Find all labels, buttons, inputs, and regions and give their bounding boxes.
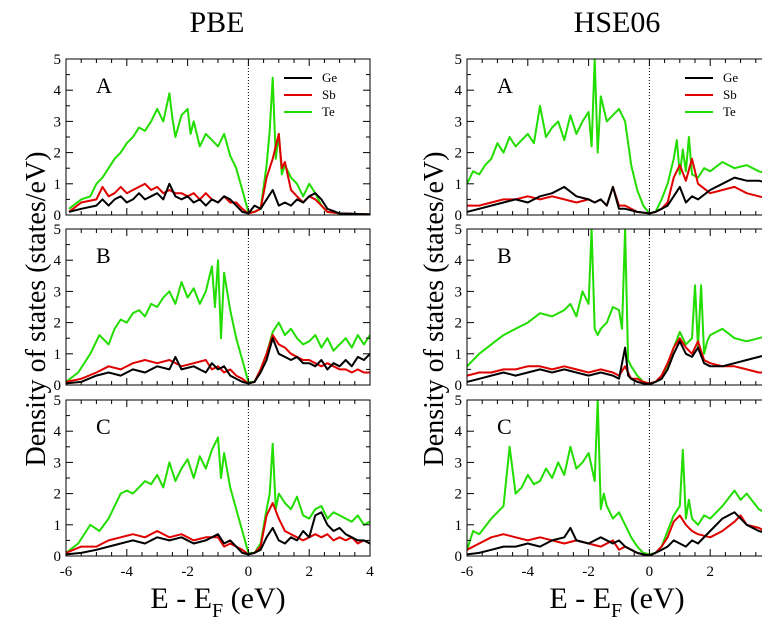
y-axis-label-right: Density of states (states/eV): [419, 152, 450, 467]
y-tick-label: 4: [455, 253, 463, 269]
x-tick-label: 2: [305, 564, 313, 580]
legend: Ge Sb Te: [685, 70, 738, 119]
title-pbe: PBE: [189, 6, 244, 39]
panel-hse06-b: 0 1 2 3 4 5 B: [455, 222, 762, 394]
y-tick-label: 2: [54, 487, 62, 503]
x-tick-label: -6: [60, 564, 73, 580]
panel-letter: C: [497, 414, 512, 439]
panel-letter: C: [96, 414, 111, 439]
series-ge-line: [66, 511, 370, 556]
legend: Ge Sb Te: [284, 70, 337, 119]
y-tick-label: 1: [54, 177, 62, 193]
y-tick-label: 1: [455, 518, 463, 534]
y-tick-label: 2: [54, 146, 62, 162]
x-tick-label: -2: [181, 564, 194, 580]
series-te-line: [467, 229, 762, 385]
y-tick-label: 1: [54, 518, 62, 534]
panel-letter: B: [497, 243, 512, 268]
panel-letter: A: [497, 73, 513, 98]
series-sb-line: [467, 514, 762, 556]
series-ge-line: [467, 340, 762, 385]
x-axis-label-left: E - EF (eV): [150, 582, 285, 622]
x-tick-label: 4: [366, 564, 374, 580]
y-tick-label: 0: [54, 208, 62, 224]
y-tick-label: 4: [455, 424, 463, 440]
x-tick-label: -2: [582, 564, 595, 580]
y-tick-label: 3: [455, 284, 463, 300]
series-sb-line: [467, 157, 762, 215]
legend-label-te: Te: [322, 104, 335, 119]
plot-frame: [65, 228, 371, 386]
legend-label-sb: Sb: [322, 87, 336, 102]
legend-label-sb: Sb: [723, 87, 737, 102]
y-tick-label: 0: [455, 208, 463, 224]
y-tick-label: 2: [455, 487, 463, 503]
y-tick-label: 1: [54, 347, 62, 363]
y-tick-label: 5: [455, 222, 463, 238]
legend-label-ge: Ge: [723, 70, 738, 85]
series-ge-line: [467, 176, 762, 215]
y-tick-label: 5: [54, 52, 62, 68]
y-axis-label-left: Density of states (states/eV): [21, 152, 52, 467]
y-tick-label: 3: [455, 455, 463, 471]
panel-hse06-a: 0 1 2 3 4 5 A Ge Sb Te: [455, 52, 762, 224]
x-tick-label: 0: [646, 564, 654, 580]
y-tick-label: 2: [54, 316, 62, 332]
plot-frame: [65, 399, 371, 557]
series-sb-line: [66, 502, 370, 556]
y-tick-label: 3: [54, 284, 62, 300]
y-tick-label: 0: [54, 378, 62, 394]
title-hse06: HSE06: [574, 6, 661, 39]
y-tick-label: 4: [54, 424, 62, 440]
series-sb-line: [467, 337, 762, 385]
y-tick-label: 5: [54, 222, 62, 238]
y-tick-label: 4: [54, 253, 62, 269]
y-tick-label: 5: [54, 393, 62, 409]
panel-pbe-c: 0 1 2 3 4 5 -6 -4 -2 0 2 4 C: [54, 393, 375, 580]
legend-label-ge: Ge: [322, 70, 337, 85]
y-tick-label: 2: [455, 146, 463, 162]
legend-label-te: Te: [723, 104, 736, 119]
panel-pbe-b: 0 1 2 3 4 5 B: [54, 222, 371, 394]
y-tick-label: 0: [455, 378, 463, 394]
x-axis-label-right: E - EF (eV): [549, 582, 684, 622]
y-tick-label: 5: [455, 52, 463, 68]
series-ge-line: [66, 337, 370, 385]
x-tick-label: -4: [121, 564, 134, 580]
series-te-line: [66, 436, 370, 554]
y-tick-label: 5: [455, 393, 463, 409]
y-tick-label: 4: [54, 83, 62, 99]
x-tick-label: -4: [522, 564, 535, 580]
panel-pbe-a: 0 1 2 3 4 5 A Ge Sb Te: [54, 52, 371, 224]
y-tick-label: 0: [54, 549, 62, 565]
y-tick-label: 4: [455, 83, 463, 99]
series-te-line: [66, 259, 370, 383]
y-tick-label: 0: [455, 549, 463, 565]
x-tick-label: 2: [706, 564, 714, 580]
y-tick-label: 2: [455, 316, 463, 332]
y-tick-label: 1: [455, 177, 463, 193]
y-tick-label: 3: [54, 114, 62, 130]
y-tick-label: 3: [54, 455, 62, 471]
series-ge-line: [68, 182, 370, 215]
x-tick-label: -6: [461, 564, 474, 580]
y-tick-label: 1: [455, 347, 463, 363]
y-tick-label: 3: [455, 114, 463, 130]
panel-letter: A: [96, 73, 112, 98]
series-te-line: [467, 400, 762, 556]
series-te-line: [68, 76, 370, 215]
series-ge-line: [467, 511, 762, 556]
panel-letter: B: [96, 243, 111, 268]
x-tick-label: 0: [245, 564, 253, 580]
